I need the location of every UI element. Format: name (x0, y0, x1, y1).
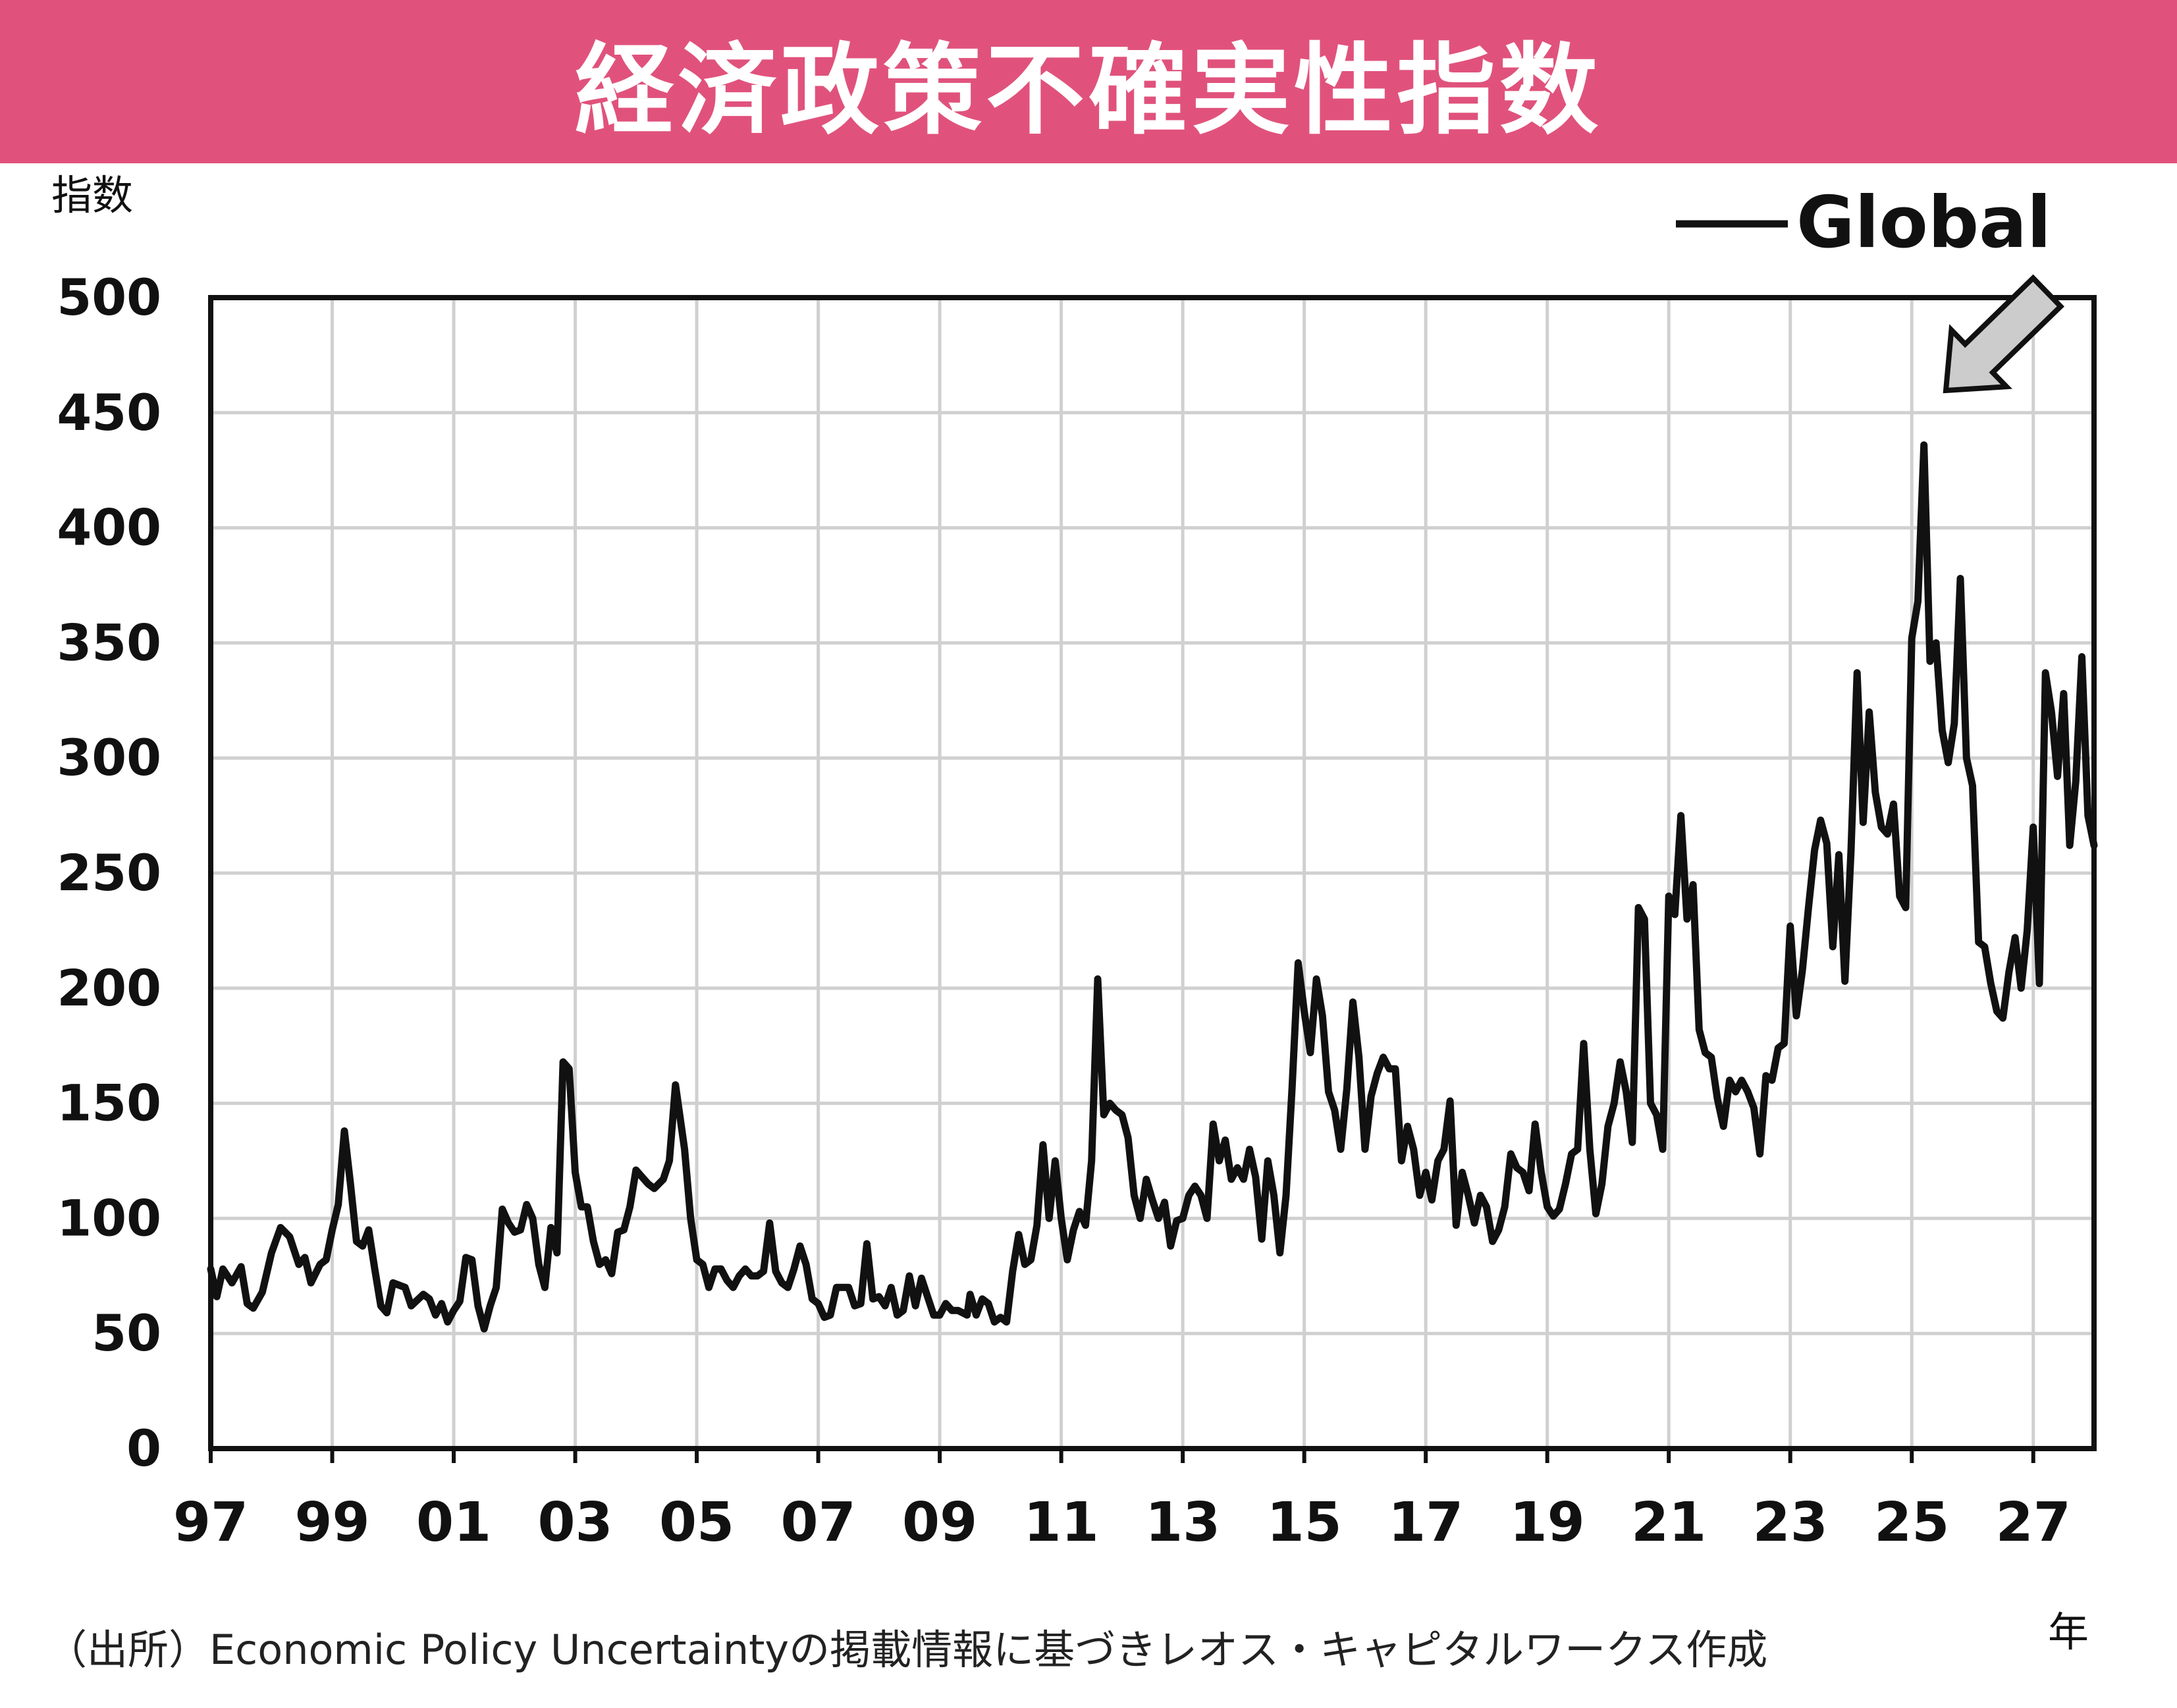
y-tick-label: 500 (57, 268, 161, 327)
x-tick-label: 03 (537, 1491, 612, 1554)
source-note: （出所）Economic Policy Uncertaintyの掲載情報に基づき… (46, 1626, 1768, 1674)
y-axis-unit-label: 指数 (51, 171, 133, 219)
x-tick-label: 27 (1996, 1491, 2071, 1554)
legend-label-global: Global (1796, 182, 2051, 264)
x-tick-label: 09 (902, 1491, 977, 1554)
x-tick-label: 13 (1145, 1491, 1220, 1554)
y-tick-label: 400 (57, 498, 161, 557)
x-tick-label: 23 (1753, 1491, 1828, 1554)
x-tick-label: 25 (1874, 1491, 1949, 1554)
chart-title: 経済政策不確実性指数 (574, 33, 1602, 148)
y-tick-label: 50 (92, 1304, 161, 1362)
title-banner: 経済政策不確実性指数 (0, 0, 2177, 163)
y-tick-label: 0 (126, 1419, 161, 1478)
y-tick-label: 350 (57, 613, 161, 672)
x-tick-label: 01 (416, 1491, 491, 1554)
x-tick-label: 05 (659, 1491, 734, 1554)
y-tick-labels: 0 50 100 150 200 250 300 350 400 450 500 (57, 268, 161, 1478)
y-tick-label: 300 (57, 728, 161, 787)
plot-frame (208, 295, 2097, 1451)
y-tick-label: 100 (57, 1188, 161, 1247)
y-tick-label: 450 (57, 383, 161, 442)
x-tick-label: 07 (781, 1491, 856, 1554)
x-tick-label: 17 (1388, 1491, 1463, 1554)
x-tick-label: 21 (1631, 1491, 1706, 1554)
x-tick-label: 97 (173, 1491, 248, 1554)
x-tick-label: 15 (1267, 1491, 1342, 1554)
y-tick-label: 150 (57, 1074, 161, 1133)
arrow-shape (1943, 274, 2064, 394)
latest-value-arrow (1943, 274, 2064, 394)
x-tick-label: 99 (294, 1491, 369, 1554)
series-line-global (207, 441, 2098, 1333)
series-lines (207, 441, 2098, 1333)
x-axis-unit-label: 年 (2048, 1608, 2089, 1656)
legend: Global (1676, 182, 2051, 264)
y-tick-label: 200 (57, 959, 161, 1017)
x-tick-labels: 97 99 01 03 05 07 09 11 13 15 17 19 21 23 25 27 (173, 1491, 2071, 1554)
x-tick-label: 11 (1024, 1491, 1099, 1554)
y-tick-label: 250 (57, 843, 161, 902)
x-tick-label: 19 (1510, 1491, 1585, 1554)
